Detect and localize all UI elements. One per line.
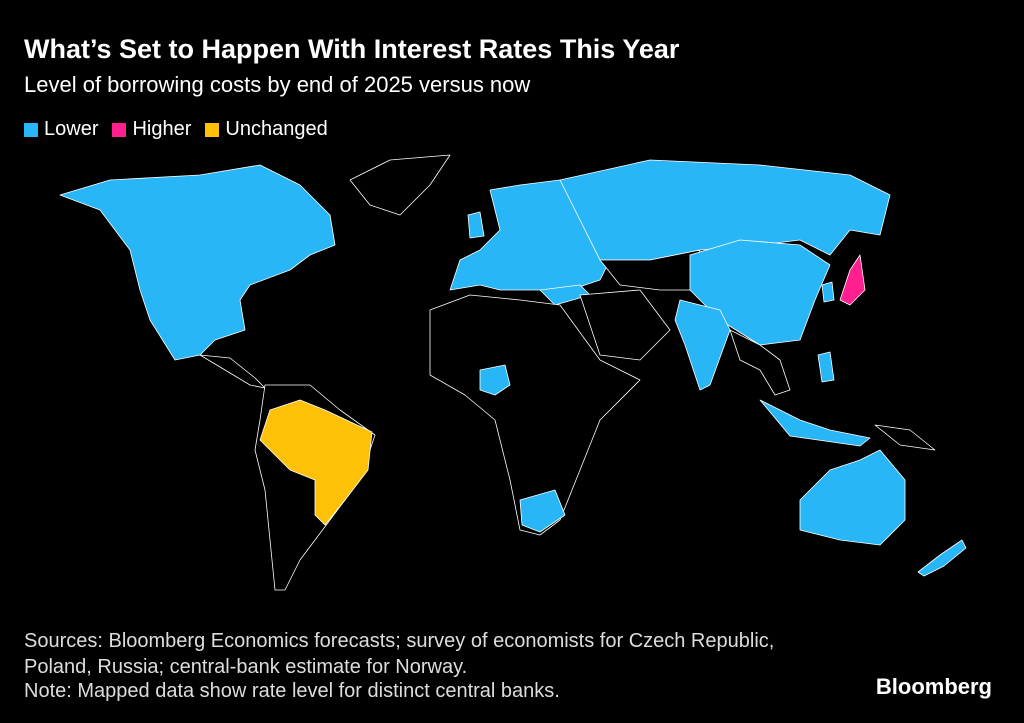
brand-logo: Bloomberg <box>875 674 992 699</box>
legend-label: Higher <box>132 118 192 140</box>
central-america <box>199 354 266 389</box>
legend-label: Lower <box>44 118 99 140</box>
southeast-asia <box>729 329 791 396</box>
japan <box>839 254 866 306</box>
legend: Lower Higher Unchanged <box>24 118 328 141</box>
south-africa <box>519 489 566 533</box>
legend-item: Higher <box>112 118 191 141</box>
new-zealand <box>917 539 967 577</box>
legend-item: Lower <box>24 118 98 141</box>
legend-swatch <box>24 122 38 137</box>
note: Note: Mapped data show rate level for di… <box>24 680 560 702</box>
indonesia <box>759 399 871 447</box>
middle-east <box>579 289 671 361</box>
brazil <box>259 399 373 526</box>
north-america <box>59 164 336 361</box>
india <box>674 299 731 391</box>
korea <box>821 281 835 303</box>
nigeria <box>479 364 511 396</box>
australia <box>799 449 906 546</box>
philippines <box>817 351 835 383</box>
legend-label: Unchanged <box>225 118 328 140</box>
map <box>59 154 967 591</box>
africa <box>429 294 641 536</box>
land <box>59 154 967 591</box>
uk <box>467 211 485 239</box>
china <box>689 239 831 346</box>
legend-swatch <box>205 122 220 137</box>
new-guinea <box>874 424 936 451</box>
legend-item: Unchanged <box>205 118 328 141</box>
title: What’s Set to Happen With Interest Rates… <box>24 34 680 64</box>
legend-swatch <box>112 122 127 137</box>
sources: Sources: Bloomberg Economics forecasts; … <box>24 630 775 678</box>
subtitle: Level of borrowing costs by end of 2025 … <box>24 72 531 97</box>
greenland <box>349 154 451 216</box>
